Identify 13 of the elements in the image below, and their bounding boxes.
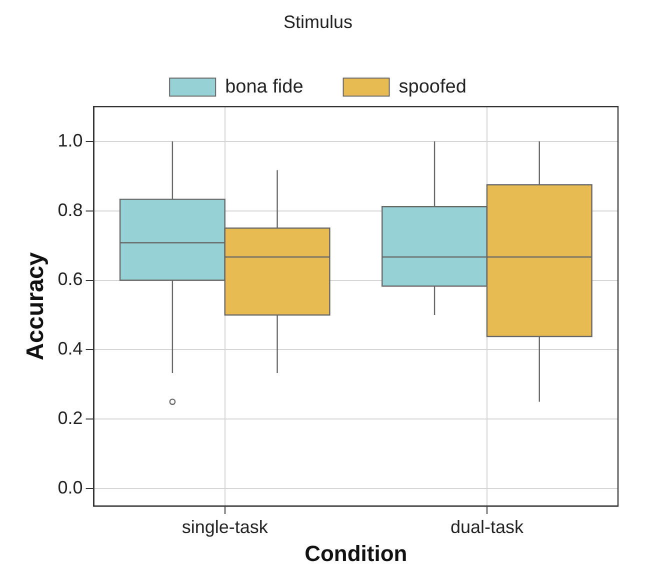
y-tick-label: 1.0 — [58, 130, 83, 150]
y-tick-label: 0.8 — [58, 200, 83, 220]
legend-title: Stimulus — [283, 12, 353, 32]
legend-label: bona fide — [225, 76, 304, 98]
x-tick-label: dual-task — [450, 516, 524, 537]
y-tick-label: 0.4 — [58, 338, 83, 359]
x-axis-title: Condition — [304, 540, 408, 566]
y-tick-label: 0.0 — [58, 478, 83, 498]
legend-label: spoofed — [398, 76, 466, 98]
y-axis-title: Accuracy — [22, 252, 50, 360]
x-tick-label: single-task — [182, 516, 269, 537]
y-tick-label: 0.2 — [58, 408, 83, 428]
y-tick-label: 0.6 — [58, 269, 83, 290]
